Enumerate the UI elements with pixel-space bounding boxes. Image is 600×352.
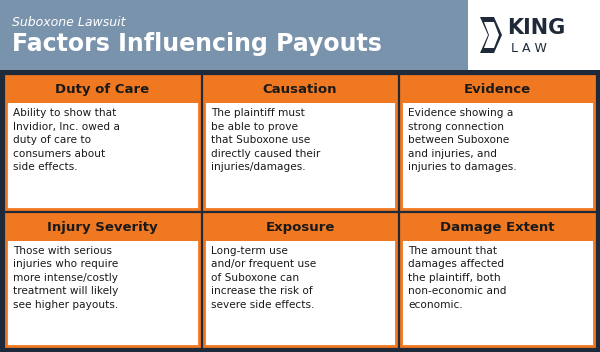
Text: Those with serious
injuries who require
more intense/costly
treatment will likel: Those with serious injuries who require … — [13, 245, 118, 310]
Polygon shape — [480, 17, 502, 53]
Text: Exposure: Exposure — [265, 220, 335, 233]
Text: Duty of Care: Duty of Care — [55, 83, 149, 96]
Text: The amount that
damages affected
the plaintiff, both
non-economic and
economic.: The amount that damages affected the pla… — [409, 245, 507, 310]
Text: Evidence: Evidence — [464, 83, 531, 96]
FancyBboxPatch shape — [401, 76, 594, 103]
Text: Ability to show that
Invidior, Inc. owed a
duty of care to
consumers about
side : Ability to show that Invidior, Inc. owed… — [13, 108, 120, 172]
FancyBboxPatch shape — [0, 0, 600, 70]
FancyBboxPatch shape — [203, 214, 397, 240]
Text: Causation: Causation — [263, 83, 337, 96]
Text: KING: KING — [507, 18, 565, 38]
Text: Injury Severity: Injury Severity — [47, 220, 158, 233]
FancyBboxPatch shape — [401, 214, 594, 240]
Text: Long-term use
and/or frequent use
of Suboxone can
increase the risk of
severe si: Long-term use and/or frequent use of Sub… — [211, 245, 316, 310]
FancyBboxPatch shape — [203, 214, 397, 346]
FancyBboxPatch shape — [203, 76, 397, 103]
Text: Factors Influencing Payouts: Factors Influencing Payouts — [12, 32, 382, 56]
Text: Suboxone Lawsuit: Suboxone Lawsuit — [12, 16, 125, 29]
FancyBboxPatch shape — [468, 0, 600, 70]
Text: Evidence showing a
strong connection
between Suboxone
and injuries, and
injuries: Evidence showing a strong connection bet… — [409, 108, 517, 172]
FancyBboxPatch shape — [401, 214, 594, 346]
FancyBboxPatch shape — [6, 76, 199, 103]
FancyBboxPatch shape — [6, 214, 199, 240]
Text: The plaintiff must
be able to prove
that Suboxone use
directly caused their
inju: The plaintiff must be able to prove that… — [211, 108, 320, 172]
FancyBboxPatch shape — [6, 76, 199, 208]
FancyBboxPatch shape — [401, 76, 594, 208]
FancyBboxPatch shape — [203, 76, 397, 208]
Text: L A W: L A W — [511, 42, 547, 55]
Text: Damage Extent: Damage Extent — [440, 220, 555, 233]
Polygon shape — [484, 22, 499, 48]
FancyBboxPatch shape — [6, 214, 199, 346]
